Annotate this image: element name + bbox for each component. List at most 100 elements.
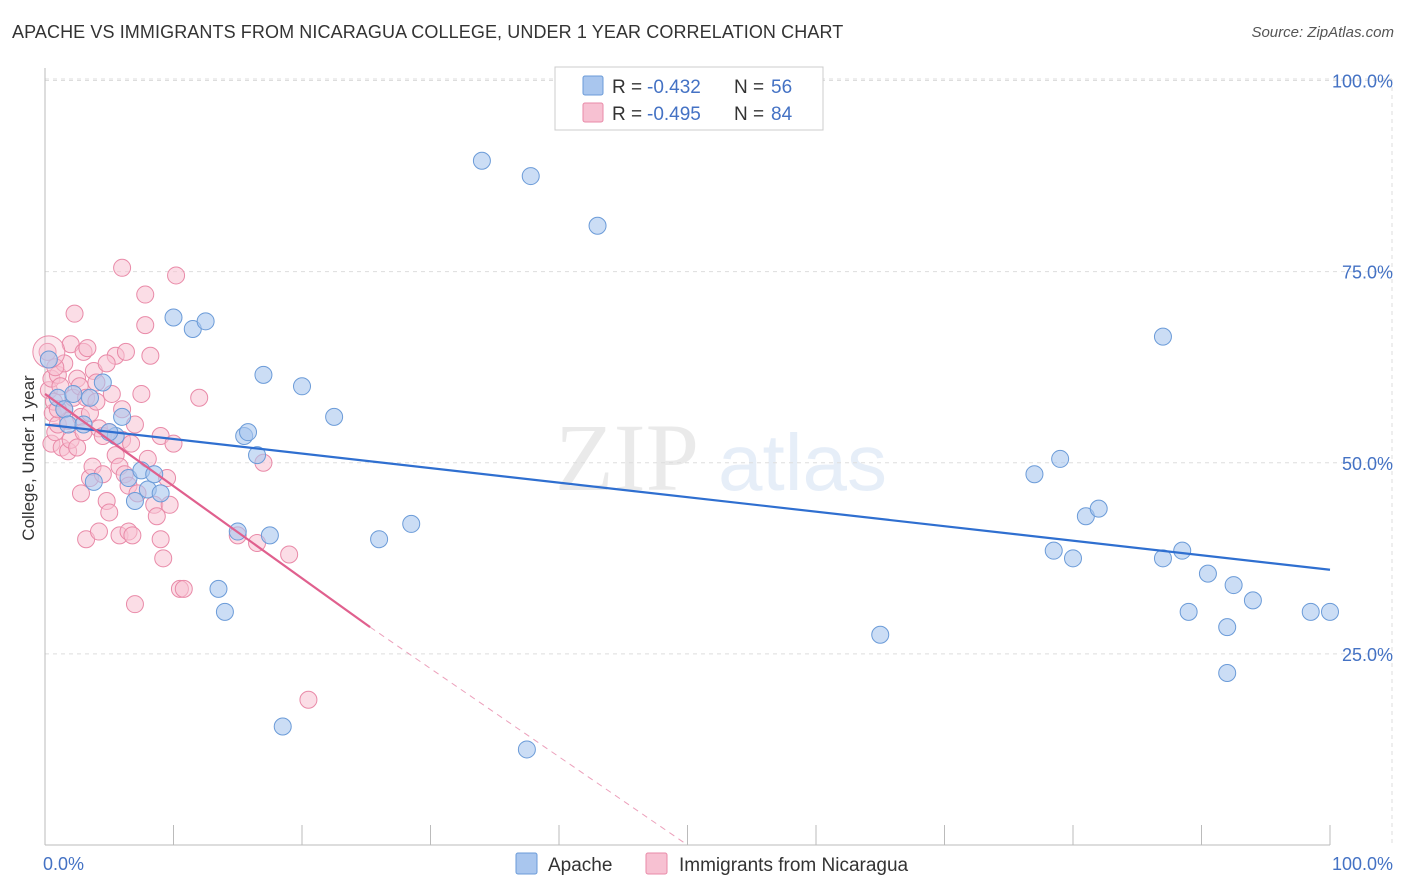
apache-point bbox=[1025, 465, 1044, 484]
apache-point bbox=[588, 216, 607, 235]
apache-point bbox=[80, 388, 99, 407]
apache-point bbox=[84, 472, 103, 491]
apache-point bbox=[209, 579, 228, 598]
y-tick-label: 50.0% bbox=[1342, 454, 1393, 474]
apache-point bbox=[196, 312, 215, 331]
apache-point bbox=[370, 530, 389, 549]
apache-point bbox=[239, 423, 258, 442]
y-tick-labels: 25.0% 50.0% 75.0% 100.0% bbox=[1332, 72, 1393, 665]
apache-point bbox=[293, 377, 311, 396]
watermark-atlas: atlas bbox=[718, 418, 887, 507]
legend-apache-swatch bbox=[582, 75, 604, 96]
nicaragua-point bbox=[190, 388, 209, 407]
apache-point bbox=[1089, 499, 1108, 518]
apache-point bbox=[1224, 576, 1243, 595]
apache-point bbox=[254, 365, 273, 384]
apache-point bbox=[1218, 663, 1237, 682]
bottom-legend-nicaragua-label: Immigrants from Nicaragua bbox=[679, 855, 909, 876]
nicaragua-point bbox=[299, 690, 318, 709]
apache-point bbox=[1301, 602, 1320, 621]
y-axis-label: College, Under 1 year bbox=[19, 375, 38, 541]
apache-point bbox=[1198, 564, 1217, 583]
legend-nicaragua-r-label: R = bbox=[612, 104, 642, 125]
nicaragua-point bbox=[116, 342, 135, 361]
apache-point bbox=[260, 526, 279, 545]
x-tick-label: 100.0% bbox=[1332, 854, 1393, 874]
apache-point bbox=[1064, 549, 1082, 568]
nicaragua-point bbox=[154, 549, 173, 568]
nicaragua-point bbox=[78, 339, 97, 358]
series-nicaragua-points bbox=[32, 258, 318, 709]
apache-point bbox=[1153, 327, 1172, 346]
apache-point bbox=[113, 407, 132, 426]
apache-point bbox=[164, 308, 183, 327]
apache-point bbox=[59, 415, 78, 434]
apache-point bbox=[273, 717, 292, 736]
nicaragua-point bbox=[65, 304, 84, 323]
nicaragua-point bbox=[68, 438, 87, 457]
chart-title: APACHE VS IMMIGRANTS FROM NICARAGUA COLL… bbox=[12, 22, 844, 42]
nicaragua-point bbox=[71, 484, 90, 503]
nicaragua-point bbox=[136, 316, 155, 335]
nicaragua-point bbox=[122, 434, 141, 453]
nicaragua-point bbox=[174, 579, 193, 598]
apache-point bbox=[1173, 541, 1192, 560]
apache-point bbox=[1218, 618, 1237, 637]
apache-trend-line bbox=[44, 423, 1331, 571]
apache-point bbox=[151, 484, 170, 503]
legend-nicaragua-r-value: -0.495 bbox=[647, 104, 701, 125]
x-tick-label: 0.0% bbox=[43, 854, 84, 874]
apache-point bbox=[1179, 602, 1198, 621]
nicaragua-point bbox=[132, 384, 151, 403]
apache-point bbox=[1051, 449, 1070, 468]
apache-point bbox=[402, 514, 421, 533]
y-tick-label: 75.0% bbox=[1342, 263, 1393, 283]
nicaragua-trend-line bbox=[44, 393, 371, 629]
apache-point bbox=[517, 740, 536, 759]
legend-apache-n-value: 56 bbox=[771, 77, 792, 98]
legend-apache-r-value: -0.432 bbox=[647, 77, 701, 98]
nicaragua-point bbox=[147, 507, 166, 526]
legend-nicaragua-swatch bbox=[582, 102, 604, 123]
nicaragua-point bbox=[89, 522, 108, 541]
nicaragua-point bbox=[136, 285, 155, 304]
nicaragua-point bbox=[167, 266, 186, 285]
apache-point bbox=[472, 151, 491, 170]
trend-lines bbox=[44, 393, 1331, 846]
bottom-legend: Apache Immigrants from Nicaragua bbox=[515, 852, 909, 876]
apache-point bbox=[325, 407, 344, 426]
legend-nicaragua-n-value: 84 bbox=[771, 104, 793, 125]
apache-point bbox=[93, 373, 112, 392]
nicaragua-point bbox=[113, 258, 132, 277]
legend-apache-n-label: N = bbox=[734, 77, 764, 98]
apache-point bbox=[871, 625, 890, 644]
watermark: ZIP atlas bbox=[555, 404, 887, 511]
legend-apache-r-label: R = bbox=[612, 77, 642, 98]
apache-point bbox=[248, 446, 267, 465]
nicaragua-point bbox=[151, 530, 170, 549]
y-tick-label: 25.0% bbox=[1342, 645, 1393, 665]
apache-point bbox=[125, 491, 144, 510]
axes bbox=[44, 68, 1331, 846]
legend-nicaragua-n-label: N = bbox=[734, 104, 764, 125]
bottom-legend-apache-label: Apache bbox=[548, 855, 612, 876]
nicaragua-point bbox=[100, 503, 119, 522]
y-tick-label: 100.0% bbox=[1332, 72, 1393, 92]
apache-point bbox=[1044, 541, 1063, 560]
x-tick-labels: 0.0% 100.0% bbox=[43, 854, 1393, 874]
nicaragua-point bbox=[125, 595, 144, 614]
apache-point bbox=[521, 167, 540, 186]
apache-point bbox=[1243, 591, 1262, 610]
nicaragua-point bbox=[141, 346, 160, 365]
apache-point bbox=[64, 384, 83, 403]
bottom-legend-nicaragua-swatch bbox=[645, 852, 668, 875]
bottom-legend-apache-swatch bbox=[515, 852, 538, 875]
watermark-zip: ZIP bbox=[555, 404, 699, 511]
nicaragua-point bbox=[280, 545, 299, 564]
nicaragua-point bbox=[123, 526, 142, 545]
apache-point bbox=[1321, 602, 1339, 621]
nicaragua-point bbox=[97, 354, 116, 373]
apache-point bbox=[39, 350, 58, 369]
apache-point bbox=[215, 602, 234, 621]
